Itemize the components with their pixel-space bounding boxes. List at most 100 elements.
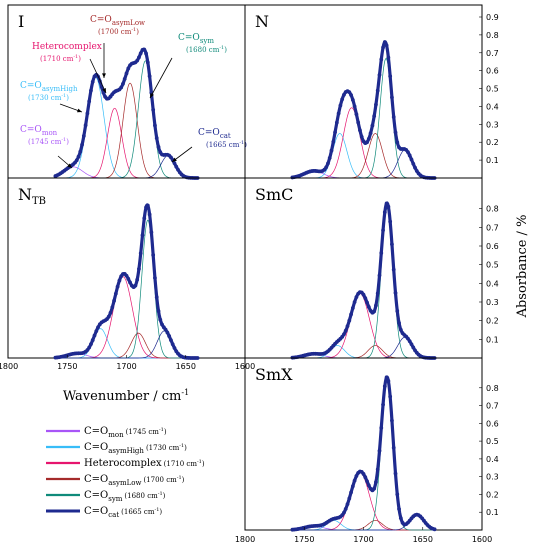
panel-3: NTB (7, 177, 246, 360)
data-point (74, 158, 79, 163)
component-curve-sym (55, 219, 198, 359)
data-point (342, 92, 346, 97)
data-point (87, 345, 92, 350)
data-point (147, 74, 152, 79)
x-tick-label: 1700 (116, 362, 136, 371)
data-point (128, 280, 132, 285)
legend-wn-close: ) (159, 508, 162, 516)
data-point (372, 309, 377, 314)
data-point (138, 51, 143, 56)
data-point (347, 496, 352, 501)
x-tick-label: 1800 (235, 535, 255, 544)
data-point (327, 155, 332, 160)
annotation-wn: (1680 cm (186, 46, 220, 54)
data-point (372, 114, 377, 119)
data-point (338, 103, 343, 108)
y-tick-label: 0.2 (486, 138, 499, 147)
data-point (365, 479, 369, 484)
data-point (92, 333, 97, 338)
annotation-main: C=O (198, 128, 220, 138)
data-point (151, 107, 156, 112)
y-tick-label: 0.8 (486, 205, 499, 214)
legend-sub: cat (108, 511, 119, 519)
data-point (393, 471, 398, 476)
y-tick-label: 0.1 (486, 335, 499, 344)
panel-4: SmC (244, 177, 483, 360)
data-point (113, 291, 118, 296)
data-point (381, 228, 385, 233)
data-point (413, 165, 417, 170)
data-point (169, 155, 173, 160)
data-point (375, 88, 380, 93)
data-point (108, 310, 113, 315)
annotation-main: Heterocomplex (32, 42, 102, 52)
legend-label-hetero: Heterocomplex (1710 cm-1) (84, 458, 205, 469)
data-point (195, 356, 200, 360)
x-tick-label: 1700 (353, 535, 373, 544)
data-point (374, 102, 378, 107)
y-tick-label: 0.6 (486, 67, 499, 76)
legend-main: C=O (84, 426, 108, 437)
data-point (115, 284, 120, 289)
total-absorbance-curve (291, 40, 436, 180)
data-point (83, 123, 88, 128)
annotation-wavenumber: (1680 cm-1) (186, 45, 227, 54)
legend-sub: mon (108, 431, 124, 439)
annotation-wn-close: ) (136, 28, 139, 36)
panel-label: SmC (255, 185, 293, 204)
panel-label-main: N (255, 12, 269, 31)
legend-wn: (1680 cm (124, 492, 158, 500)
data-point (138, 251, 143, 256)
data-point (163, 327, 168, 332)
panel-label-main: N (18, 185, 32, 204)
data-point (386, 55, 391, 60)
data-point (349, 93, 353, 97)
data-point (406, 150, 410, 154)
data-point (386, 204, 391, 209)
data-point (90, 338, 95, 342)
data-point (350, 97, 355, 102)
legend-wn-sup: -1 (177, 475, 182, 481)
data-point (145, 60, 150, 65)
data-point (94, 329, 99, 334)
legend-wn-close: ) (163, 492, 166, 500)
y-tick-label: 0.1 (486, 156, 499, 165)
data-point (112, 298, 116, 303)
y-tick-label: 0.3 (486, 298, 499, 307)
data-point (326, 161, 330, 166)
data-point (336, 111, 341, 116)
legend-wn-close: ) (202, 460, 205, 468)
panel-label: SmX (255, 365, 293, 384)
data-point (409, 157, 414, 162)
data-point (76, 154, 81, 159)
annotation-wn-sup: -1 (219, 45, 224, 51)
y-tick-label: 0.1 (486, 508, 499, 517)
data-point (354, 112, 359, 116)
arrow-head-icon (172, 157, 177, 162)
x-axis-title-main: Wavenumber / cm (63, 389, 182, 404)
y-tick-label: 0.6 (486, 419, 499, 428)
y-tick-label: 0.2 (486, 317, 499, 326)
data-point (384, 201, 389, 206)
y-tick-label: 0.9 (486, 13, 499, 22)
annotation-sub: cat (220, 132, 231, 140)
legend-label-cat: C=Ocat (1665 cm-1) (84, 506, 162, 519)
data-point (154, 295, 159, 300)
annotation-wn: (1745 cm (28, 138, 62, 146)
panel-2: N (244, 4, 483, 180)
legend-label-asymLow: C=OasymLow (1700 cm-1) (84, 474, 185, 487)
data-point (370, 123, 375, 128)
data-point (334, 120, 339, 125)
legend-sub: asymLow (108, 479, 141, 487)
total-markers (290, 201, 437, 360)
x-tick-label: 1600 (235, 362, 255, 371)
x-tick-label: 1750 (57, 362, 77, 371)
data-point (170, 342, 175, 347)
data-point (381, 402, 385, 407)
data-point (375, 291, 380, 296)
legend-main: C=O (84, 442, 108, 453)
data-point (379, 251, 384, 255)
data-point (386, 379, 391, 383)
data-point (89, 342, 93, 347)
annotation-cat: C=Ocat(1665 cm-1) (171, 128, 247, 163)
